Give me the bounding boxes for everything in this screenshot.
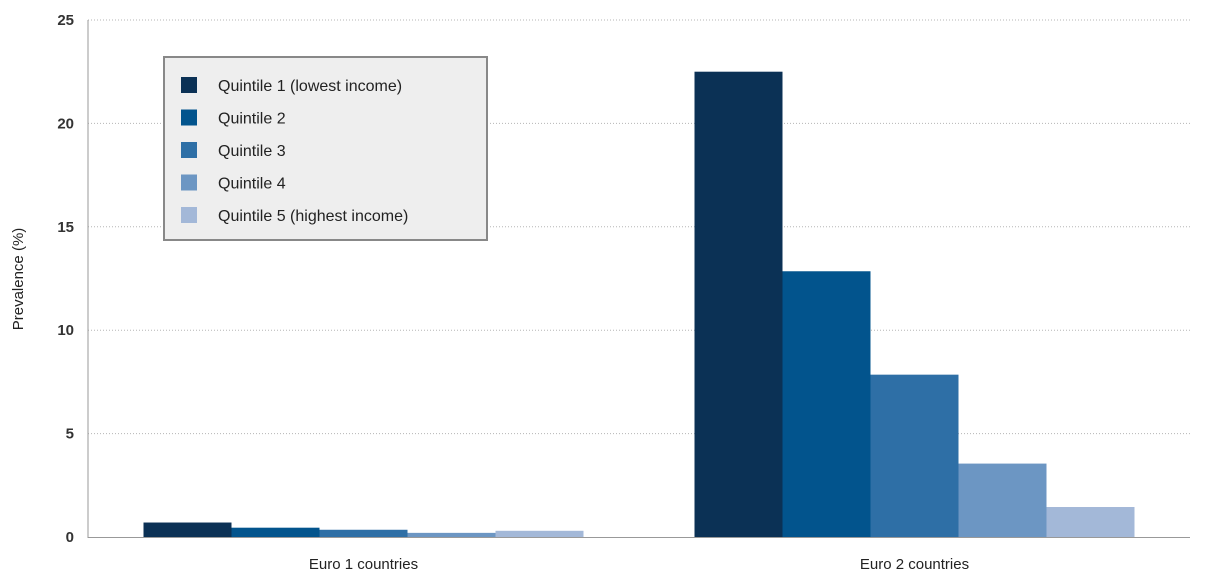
bar	[143, 522, 232, 537]
bar	[495, 530, 584, 537]
axes	[87, 20, 1190, 538]
bar	[407, 532, 496, 537]
legend-label: Quintile 2	[218, 111, 286, 128]
x-category-labels: Euro 1 countries Euro 2 countries	[309, 556, 969, 573]
bar	[1046, 507, 1135, 537]
legend-label: Quintile 4	[218, 176, 286, 193]
legend-label: Quintile 1 (lowest income)	[218, 78, 402, 95]
legend-label: Quintile 5 (highest income)	[218, 208, 408, 225]
legend-box	[163, 56, 488, 241]
y-tick-label: 0	[66, 529, 74, 546]
y-axis-title: Prevalence (%)	[10, 228, 27, 331]
legend-swatch	[181, 174, 197, 191]
bars	[143, 71, 1135, 537]
legend-swatch	[181, 109, 197, 126]
y-tick-label: 5	[66, 426, 74, 443]
y-tick-label: 25	[57, 12, 74, 29]
x-category-label: Euro 1 countries	[309, 556, 418, 573]
y-tick-label: 20	[57, 115, 74, 132]
bar	[870, 374, 959, 537]
legend-label: Quintile 3	[218, 143, 286, 160]
legend-swatch	[181, 77, 197, 93]
legend-swatch	[181, 207, 197, 223]
bar	[782, 271, 871, 537]
bar	[694, 71, 783, 537]
bar	[958, 463, 1047, 537]
y-tick-label: 10	[57, 322, 74, 339]
legend-swatch	[181, 142, 197, 158]
x-category-label: Euro 2 countries	[860, 556, 969, 573]
y-tick-labels: 0 5 10 15 20 25	[57, 12, 74, 546]
legend: Quintile 1 (lowest income) Quintile 2 Quin…	[163, 56, 488, 241]
legend-items: Quintile 1 (lowest income) Quintile 2 Quin…	[181, 77, 408, 225]
bar	[319, 529, 408, 537]
y-tick-label: 15	[57, 219, 74, 236]
bar	[231, 527, 320, 537]
